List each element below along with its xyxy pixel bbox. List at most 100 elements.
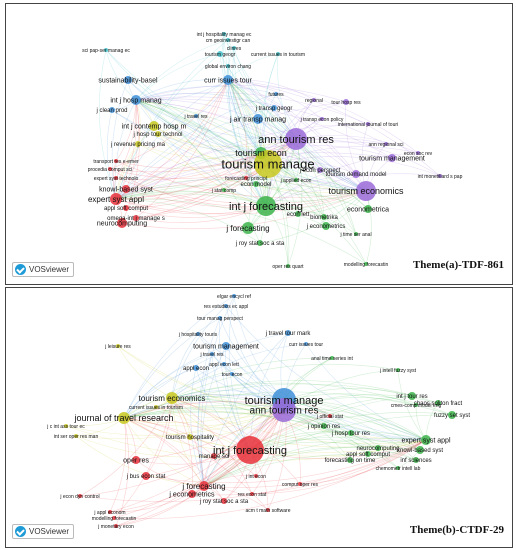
node-ann-tourism-res[interactable] [272, 398, 296, 422]
node-tourism-demand-model[interactable] [352, 170, 360, 178]
node-j-travel-tour-mark[interactable] [285, 330, 291, 336]
node-sustainability-basel[interactable] [124, 76, 132, 84]
node-j-roy-stat-soc-a-sta[interactable] [221, 498, 227, 504]
node-comput-oper-res[interactable] [298, 482, 302, 486]
node-int-ser-oper-res-man[interactable] [74, 434, 78, 438]
node-j-appl-econom[interactable] [108, 510, 112, 514]
node-j-forecasting[interactable] [242, 222, 254, 234]
node-j-travel-res[interactable] [194, 114, 198, 118]
node-expert-syst-technolo[interactable] [114, 176, 118, 180]
node-tourism-manage[interactable] [254, 150, 282, 178]
node-elgar-encycl-ref[interactable] [232, 294, 236, 298]
node-expert-syst-appl[interactable] [421, 435, 431, 445]
node-anal-time-series-int[interactable] [330, 356, 334, 360]
node-econ-lett[interactable] [295, 211, 301, 217]
node-j-air-transp-manag[interactable] [253, 114, 263, 124]
node-econ-model[interactable] [253, 181, 259, 187]
node-j-hosp-tour-technol[interactable] [155, 131, 161, 137]
node-tour-manag-perspect[interactable] [218, 316, 222, 320]
node-int-j-tour-res[interactable] [408, 392, 416, 400]
node-j-bus-econ-stat[interactable] [142, 472, 150, 480]
node-current-issues-in-tourism[interactable] [276, 52, 280, 56]
node-j-time-ser-anal[interactable] [354, 232, 358, 236]
node-j-leisure-res[interactable] [116, 344, 120, 348]
node-int-j-forecasting[interactable] [256, 196, 276, 216]
node-appl-econ[interactable] [193, 365, 199, 371]
node-modelling-forecastin[interactable] [364, 262, 368, 266]
node-cm-geoinvestigr-can[interactable] [226, 38, 230, 42]
node-j-int-econ[interactable] [254, 474, 258, 478]
node-neurocomputing[interactable] [117, 218, 127, 228]
node-current-issues-in-tourism[interactable] [154, 405, 158, 409]
node-chemometr-intell-lab[interactable] [396, 466, 400, 470]
node-res-econ-stat[interactable] [250, 492, 254, 496]
node-ann-regional-sci[interactable] [384, 142, 388, 146]
node-j-forecasting[interactable] [199, 481, 209, 491]
node-res-estudios-ec-appl[interactable] [224, 304, 228, 308]
node-procedia-comput-sci[interactable] [108, 167, 112, 171]
node-expert-syst-appl[interactable] [110, 193, 122, 205]
node-tourism-hospitality[interactable] [187, 434, 193, 440]
node-econ-soc-rev[interactable] [416, 151, 420, 155]
node-journal-of-travel-research[interactable] [118, 412, 130, 424]
node-clinres[interactable] [232, 46, 236, 50]
node-global-environ-chang[interactable] [226, 64, 230, 68]
node-j-official-stat[interactable] [328, 414, 332, 418]
node-appl-soft-comput[interactable] [365, 451, 371, 457]
node-j-revenue-pricing-ma[interactable] [135, 141, 141, 147]
node-inf-sciences[interactable] [413, 457, 419, 463]
node-oper-res[interactable] [132, 456, 140, 464]
node-j-roy-stat-soc-a-sta[interactable] [257, 240, 263, 246]
node-int-j-forecasting[interactable] [236, 436, 264, 464]
node-appl-soft-comput[interactable] [123, 205, 129, 211]
node-cmes-comp-model-eng[interactable] [414, 403, 418, 407]
node-modelling-forecastin[interactable] [112, 516, 116, 520]
node-acm-t-math-software[interactable] [266, 508, 270, 512]
node-futures[interactable] [274, 92, 278, 96]
node-j-c-int-ass-tour-ec[interactable] [64, 424, 68, 428]
node-knowl-based-syst[interactable] [416, 446, 424, 454]
node-oper-res-quart[interactable] [286, 264, 290, 268]
node-international-journal-of-touri[interactable] [366, 122, 370, 126]
node-tourism-geogr[interactable] [217, 51, 223, 57]
node-j-econometrics[interactable] [322, 222, 330, 230]
node-j-transp-geogr[interactable] [271, 105, 277, 111]
node-j-clean-prod[interactable] [109, 107, 115, 113]
node-chaos-soliton-fract[interactable] [435, 400, 441, 406]
node-neurocomputing[interactable] [375, 445, 381, 451]
node-j-travel-res[interactable] [210, 352, 214, 356]
node-j-intell-fuzzy-syst[interactable] [396, 368, 400, 372]
node-int-monetiliard-s-pap[interactable] [438, 174, 442, 178]
node-j-opinion-res[interactable] [321, 423, 327, 429]
node-j-hospitality-touris[interactable] [196, 332, 200, 336]
node-tour-hosp-res[interactable] [343, 99, 349, 105]
node-tourism-management[interactable] [388, 154, 396, 162]
node-j-transp-econ-policy[interactable] [320, 117, 324, 121]
node-fuzzy-set-syst[interactable] [448, 411, 456, 419]
node-int-j-contemp-hosp-m[interactable] [149, 121, 159, 131]
node-biometrika[interactable] [321, 214, 327, 220]
node-j-econ-dyn-control[interactable] [78, 494, 82, 498]
node-j-stat-comp[interactable] [222, 188, 226, 192]
node-j-monetary-econ[interactable] [114, 524, 118, 528]
node-tour-econ[interactable] [230, 372, 234, 376]
node-int-j-hospitality-manag-ec[interactable] [222, 32, 226, 36]
node-omega-int-j-manage-s[interactable] [133, 215, 139, 221]
node-j-applied-econ[interactable] [294, 178, 298, 182]
node-econometrica[interactable] [364, 205, 372, 213]
node-int-j-hosp-manag[interactable] [131, 95, 141, 105]
node-j-hosp-tour-res[interactable] [348, 430, 354, 436]
node-curr-issues-tour[interactable] [304, 342, 308, 346]
node-regional[interactable] [312, 98, 316, 102]
node-curr-issues-tour[interactable] [223, 75, 233, 85]
node-tourism-economics[interactable] [356, 181, 376, 201]
node-sci-pap-ser-manag-ec[interactable] [104, 48, 108, 52]
node-knowl-based-syst[interactable] [122, 185, 130, 193]
node-j-econ-perspect[interactable] [317, 167, 323, 173]
node-forecasting-principl[interactable] [244, 176, 248, 180]
node-tourism-management[interactable] [222, 342, 230, 350]
node-j-econometrics[interactable] [188, 490, 196, 498]
node-tourism-economics[interactable] [166, 392, 178, 404]
node-forecasting-on-time[interactable] [347, 457, 353, 463]
node-manage-sci[interactable] [211, 453, 217, 459]
